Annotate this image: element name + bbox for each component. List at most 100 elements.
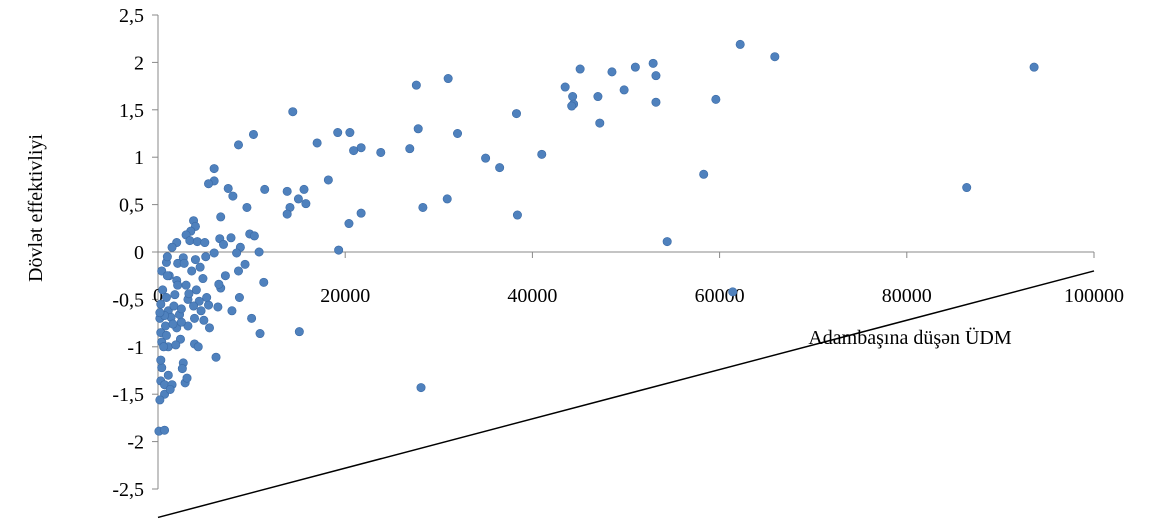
data-point: [356, 143, 366, 153]
data-point: [201, 252, 211, 262]
data-point: [962, 183, 972, 193]
data-point: [193, 342, 203, 352]
data-point: [202, 293, 212, 303]
trendline: [157, 270, 1095, 519]
data-point: [728, 287, 738, 297]
data-point: [299, 184, 309, 194]
y-tick-label: -1: [127, 337, 144, 359]
data-point: [187, 266, 197, 276]
data-point: [162, 252, 172, 262]
data-point: [234, 293, 244, 303]
data-point: [168, 319, 178, 329]
data-point: [200, 238, 210, 248]
data-point: [735, 39, 745, 49]
data-point: [159, 342, 169, 352]
data-point: [185, 236, 195, 246]
data-point: [495, 163, 505, 173]
data-point: [344, 219, 354, 229]
data-point: [356, 208, 366, 218]
data-point: [213, 302, 223, 312]
data-point: [345, 128, 355, 138]
data-point: [181, 280, 191, 290]
data-point: [411, 80, 421, 90]
data-point: [158, 285, 168, 295]
y-tick-label: -1,5: [112, 384, 144, 406]
data-point: [176, 317, 186, 327]
data-point: [481, 153, 491, 163]
data-point: [334, 245, 344, 255]
x-axis: 0 20000 40000 60000 80000 100000: [153, 251, 1124, 307]
data-point: [156, 299, 166, 309]
x-tick-label: 20000: [320, 285, 370, 307]
data-point: [699, 169, 709, 179]
data-point: [242, 202, 252, 212]
data-point: [199, 315, 209, 325]
y-tick-label: 2,5: [119, 5, 144, 27]
data-point: [173, 280, 183, 290]
data-point: [288, 107, 298, 117]
data-point: [575, 64, 585, 74]
data-point: [260, 184, 270, 194]
data-point: [156, 355, 166, 365]
data-point: [179, 258, 189, 268]
data-point: [442, 194, 452, 204]
y-tick-label: 1: [134, 147, 144, 169]
data-point: [770, 52, 780, 62]
data-point: [192, 237, 202, 247]
data-point: [170, 290, 180, 300]
data-point: [333, 128, 343, 138]
data-point: [227, 306, 237, 316]
y-tick-label: -2,5: [112, 479, 144, 501]
data-point: [196, 306, 206, 316]
y-axis: 2,5 2 1,5 1 0,5 0 -0,5 -1 -1,5 -2 -2,5: [112, 5, 159, 501]
data-point: [323, 175, 333, 185]
data-point: [259, 277, 269, 287]
data-point: [204, 179, 214, 189]
data-point: [157, 363, 167, 373]
data-point: [249, 231, 259, 241]
data-point: [211, 352, 221, 362]
data-point: [511, 109, 521, 119]
data-point: [189, 301, 199, 311]
data-point: [662, 237, 672, 247]
data-point: [177, 364, 187, 374]
y-tick-label: 0,5: [119, 195, 144, 217]
data-point: [453, 129, 463, 139]
data-point: [648, 58, 658, 68]
data-point: [651, 71, 661, 81]
data-point: [248, 129, 258, 139]
x-tick-label: 80000: [882, 285, 932, 307]
data-point: [607, 67, 617, 77]
data-point: [255, 329, 265, 339]
data-point: [233, 140, 243, 150]
data-point: [293, 194, 303, 204]
data-point: [240, 259, 250, 269]
data-point: [209, 248, 219, 258]
x-tick-label: 40000: [507, 285, 557, 307]
data-point: [163, 370, 173, 380]
data-point: [214, 279, 224, 289]
data-point: [405, 144, 415, 154]
data-point: [512, 210, 522, 220]
data-point: [247, 313, 257, 323]
data-point: [195, 262, 205, 272]
data-point: [349, 146, 359, 156]
x-tick-label: 60000: [695, 285, 745, 307]
data-point: [204, 323, 214, 333]
x-tick-label: 100000: [1064, 285, 1124, 307]
data-point: [169, 301, 179, 311]
data-point: [376, 147, 386, 157]
data-point: [165, 384, 175, 394]
data-point: [216, 212, 226, 222]
data-point: [443, 74, 453, 84]
data-point: [593, 92, 603, 102]
data-point: [568, 92, 578, 102]
data-point: [182, 373, 192, 383]
data-point: [184, 289, 194, 299]
x-tick-label: 0: [153, 285, 163, 307]
trendline-group: [157, 270, 1095, 519]
data-point: [162, 271, 172, 281]
y-tick-label: 2: [134, 52, 144, 74]
x-axis-title: Adambaşına düşən ÜDM: [808, 326, 1012, 349]
